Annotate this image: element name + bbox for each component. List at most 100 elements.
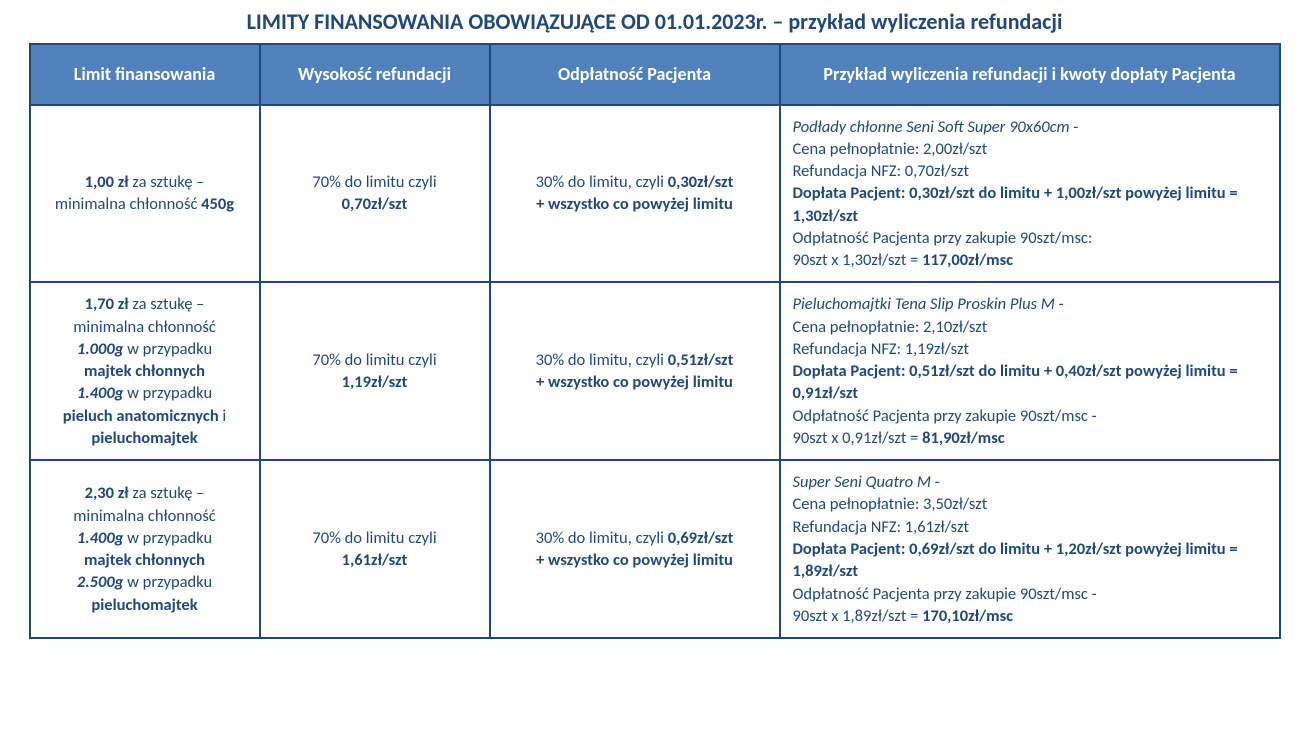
example-product-line: Super Seni Quatro M - — [793, 471, 1267, 493]
example-dash: - — [1055, 294, 1064, 314]
cell-patient: 30% do limitu, czyli 0,51zł/szt + wszyst… — [490, 282, 780, 460]
example-nfz-line: Refundacja NFZ: 1,19zł/szt — [793, 338, 1267, 360]
cell-patient: 30% do limitu, czyli 0,30zł/szt + wszyst… — [490, 105, 780, 283]
th-example: Przykład wyliczenia refundacji i kwoty d… — [780, 44, 1280, 105]
example-fullprice-value: 2,00zł/szt — [923, 139, 987, 159]
example-product: Podłady chłonne Seni Soft Super 90x60cm — [793, 117, 1070, 137]
cell-limit: 1,00 zł za sztukę – minimalna chłonność … — [30, 105, 260, 283]
example-odpl-calc-value: 117,00zł/msc — [922, 250, 1013, 270]
example-product: Pieluchomajtki Tena Slip Proskin Plus M — [793, 294, 1055, 314]
limit-per-piece: za sztukę – — [129, 172, 205, 192]
example-odpl-lead: Odpłatność Pacjenta przy zakupie 90szt/m… — [793, 405, 1267, 427]
limit-abs-lead: minimalna chłonność — [73, 506, 216, 526]
example-doplata: Dopłata Pacjent: 0,51zł/szt do limitu + … — [793, 360, 1267, 405]
example-product: Super Seni Quatro M — [793, 472, 931, 492]
example-fullprice-line: Cena pełnopłatnie: 2,00zł/szt — [793, 138, 1267, 160]
example-odpl-calc-value: 81,90zł/msc — [922, 428, 1005, 448]
th-refund: Wysokość refundacji — [260, 44, 490, 105]
limit-g1-type: majtek chłonnych — [84, 361, 205, 381]
limit-g2-value: 1.400g — [77, 383, 124, 403]
limits-table: Limit finansowania Wysokość refundacji O… — [29, 43, 1281, 639]
limit-g2-join: i — [219, 406, 227, 426]
example-fullprice-value: 3,50zł/szt — [923, 494, 987, 514]
limit-g1-type: majtek chłonnych — [84, 550, 205, 570]
cell-limit: 2,30 zł za sztukę – minimalna chłonność … — [30, 460, 260, 638]
th-patient: Odpłatność Pacjenta — [490, 44, 780, 105]
cell-patient: 30% do limitu, czyli 0,69zł/szt + wszyst… — [490, 460, 780, 638]
limit-price: 1,00 zł — [85, 172, 129, 192]
example-fullprice-line: Cena pełnopłatnie: 2,10zł/szt — [793, 316, 1267, 338]
table-row: 1,70 zł za sztukę – minimalna chłonność … — [30, 282, 1280, 460]
limit-g1-tail: w przypadku — [123, 339, 212, 359]
patient-lead: 30% do limitu, czyli — [536, 172, 668, 192]
patient-lead: 30% do limitu, czyli — [536, 528, 668, 548]
cell-refund: 70% do limitu czyli 1,19zł/szt — [260, 282, 490, 460]
example-doplata: Dopłata Pacjent: 0,30zł/szt do limitu + … — [793, 182, 1267, 227]
cell-example: Podłady chłonne Seni Soft Super 90x60cm … — [780, 105, 1280, 283]
limit-per-piece: za sztukę – — [129, 483, 205, 503]
example-nfz-label: Refundacja NFZ: — [793, 161, 905, 181]
limit-g2-tail: w przypadku — [123, 572, 212, 592]
limit-g2-value: 2.500g — [77, 572, 124, 592]
example-nfz-value: 0,70zł/szt — [905, 161, 969, 181]
page-title: LIMITY FINANSOWANIA OBOWIĄZUJĄCE OD 01.0… — [29, 8, 1281, 35]
cell-example: Pieluchomajtki Tena Slip Proskin Plus M … — [780, 282, 1280, 460]
limit-per-piece: za sztukę – — [129, 294, 205, 314]
patient-tail: + wszystko co powyżej limitu — [536, 194, 733, 214]
limit-g2-type-a: pieluch anatomicznych — [63, 406, 219, 426]
example-nfz-value: 1,61zł/szt — [905, 517, 969, 537]
example-nfz-label: Refundacja NFZ: — [793, 339, 905, 359]
example-odpl-calc: 90szt x 1,89zł/szt = 170,10zł/msc — [793, 605, 1267, 627]
limit-g1-tail: w przypadku — [123, 528, 212, 548]
patient-value: 0,30zł/szt — [668, 172, 734, 192]
limit-abs-lead: minimalna chłonność — [55, 194, 201, 214]
patient-tail: + wszystko co powyżej limitu — [536, 550, 733, 570]
example-nfz-value: 1,19zł/szt — [905, 339, 969, 359]
limit-g1-value: 1.000g — [77, 339, 124, 359]
example-odpl-calc-lead: 90szt x 1,89zł/szt = — [793, 606, 923, 626]
example-nfz-line: Refundacja NFZ: 0,70zł/szt — [793, 160, 1267, 182]
limit-abs-value: 450g — [201, 194, 234, 214]
example-odpl-lead: Odpłatność Pacjenta przy zakupie 90szt/m… — [793, 583, 1267, 605]
limit-price: 2,30 zł — [85, 483, 129, 503]
limit-g2-type-b: pieluchomajtek — [91, 595, 197, 615]
example-nfz-label: Refundacja NFZ: — [793, 517, 905, 537]
example-fullprice-label: Cena pełnopłatnie: — [793, 317, 924, 337]
patient-value: 0,51zł/szt — [668, 350, 734, 370]
example-fullprice-label: Cena pełnopłatnie: — [793, 494, 924, 514]
patient-lead: 30% do limitu, czyli — [536, 350, 668, 370]
cell-limit: 1,70 zł za sztukę – minimalna chłonność … — [30, 282, 260, 460]
limit-g2-tail: w przypadku — [123, 383, 212, 403]
limit-abs-lead: minimalna chłonność — [73, 317, 216, 337]
limit-price: 1,70 zł — [85, 294, 129, 314]
example-product-line: Podłady chłonne Seni Soft Super 90x60cm … — [793, 116, 1267, 138]
cell-refund: 70% do limitu czyli 1,61zł/szt — [260, 460, 490, 638]
patient-value: 0,69zł/szt — [668, 528, 734, 548]
example-odpl-calc: 90szt x 0,91zł/szt = 81,90zł/msc — [793, 427, 1267, 449]
cell-refund: 70% do limitu czyli 0,70zł/szt — [260, 105, 490, 283]
table-row: 2,30 zł za sztukę – minimalna chłonność … — [30, 460, 1280, 638]
table-header-row: Limit finansowania Wysokość refundacji O… — [30, 44, 1280, 105]
example-odpl-lead: Odpłatność Pacjenta przy zakupie 90szt/m… — [793, 227, 1267, 249]
example-odpl-calc: 90szt x 1,30zł/szt = 117,00zł/msc — [793, 249, 1267, 271]
example-fullprice-line: Cena pełnopłatnie: 3,50zł/szt — [793, 493, 1267, 515]
example-odpl-calc-value: 170,10zł/msc — [922, 606, 1013, 626]
page: LIMITY FINANSOWANIA OBOWIĄZUJĄCE OD 01.0… — [15, 0, 1295, 659]
patient-tail: + wszystko co powyżej limitu — [536, 372, 733, 392]
refund-line2: 1,19zł/szt — [342, 372, 408, 392]
table-row: 1,00 zł za sztukę – minimalna chłonność … — [30, 105, 1280, 283]
example-dash: - — [931, 472, 940, 492]
example-fullprice-value: 2,10zł/szt — [923, 317, 987, 337]
refund-line1: 70% do limitu czyli — [312, 350, 436, 370]
example-product-line: Pieluchomajtki Tena Slip Proskin Plus M … — [793, 293, 1267, 315]
refund-line2: 0,70zł/szt — [342, 194, 408, 214]
example-fullprice-label: Cena pełnopłatnie: — [793, 139, 924, 159]
refund-line1: 70% do limitu czyli — [312, 172, 436, 192]
example-odpl-calc-lead: 90szt x 0,91zł/szt = — [793, 428, 923, 448]
refund-line2: 1,61zł/szt — [342, 550, 408, 570]
limit-g1-value: 1.400g — [77, 528, 124, 548]
refund-line1: 70% do limitu czyli — [312, 528, 436, 548]
example-nfz-line: Refundacja NFZ: 1,61zł/szt — [793, 516, 1267, 538]
cell-example: Super Seni Quatro M - Cena pełnopłatnie:… — [780, 460, 1280, 638]
example-odpl-calc-lead: 90szt x 1,30zł/szt = — [793, 250, 923, 270]
